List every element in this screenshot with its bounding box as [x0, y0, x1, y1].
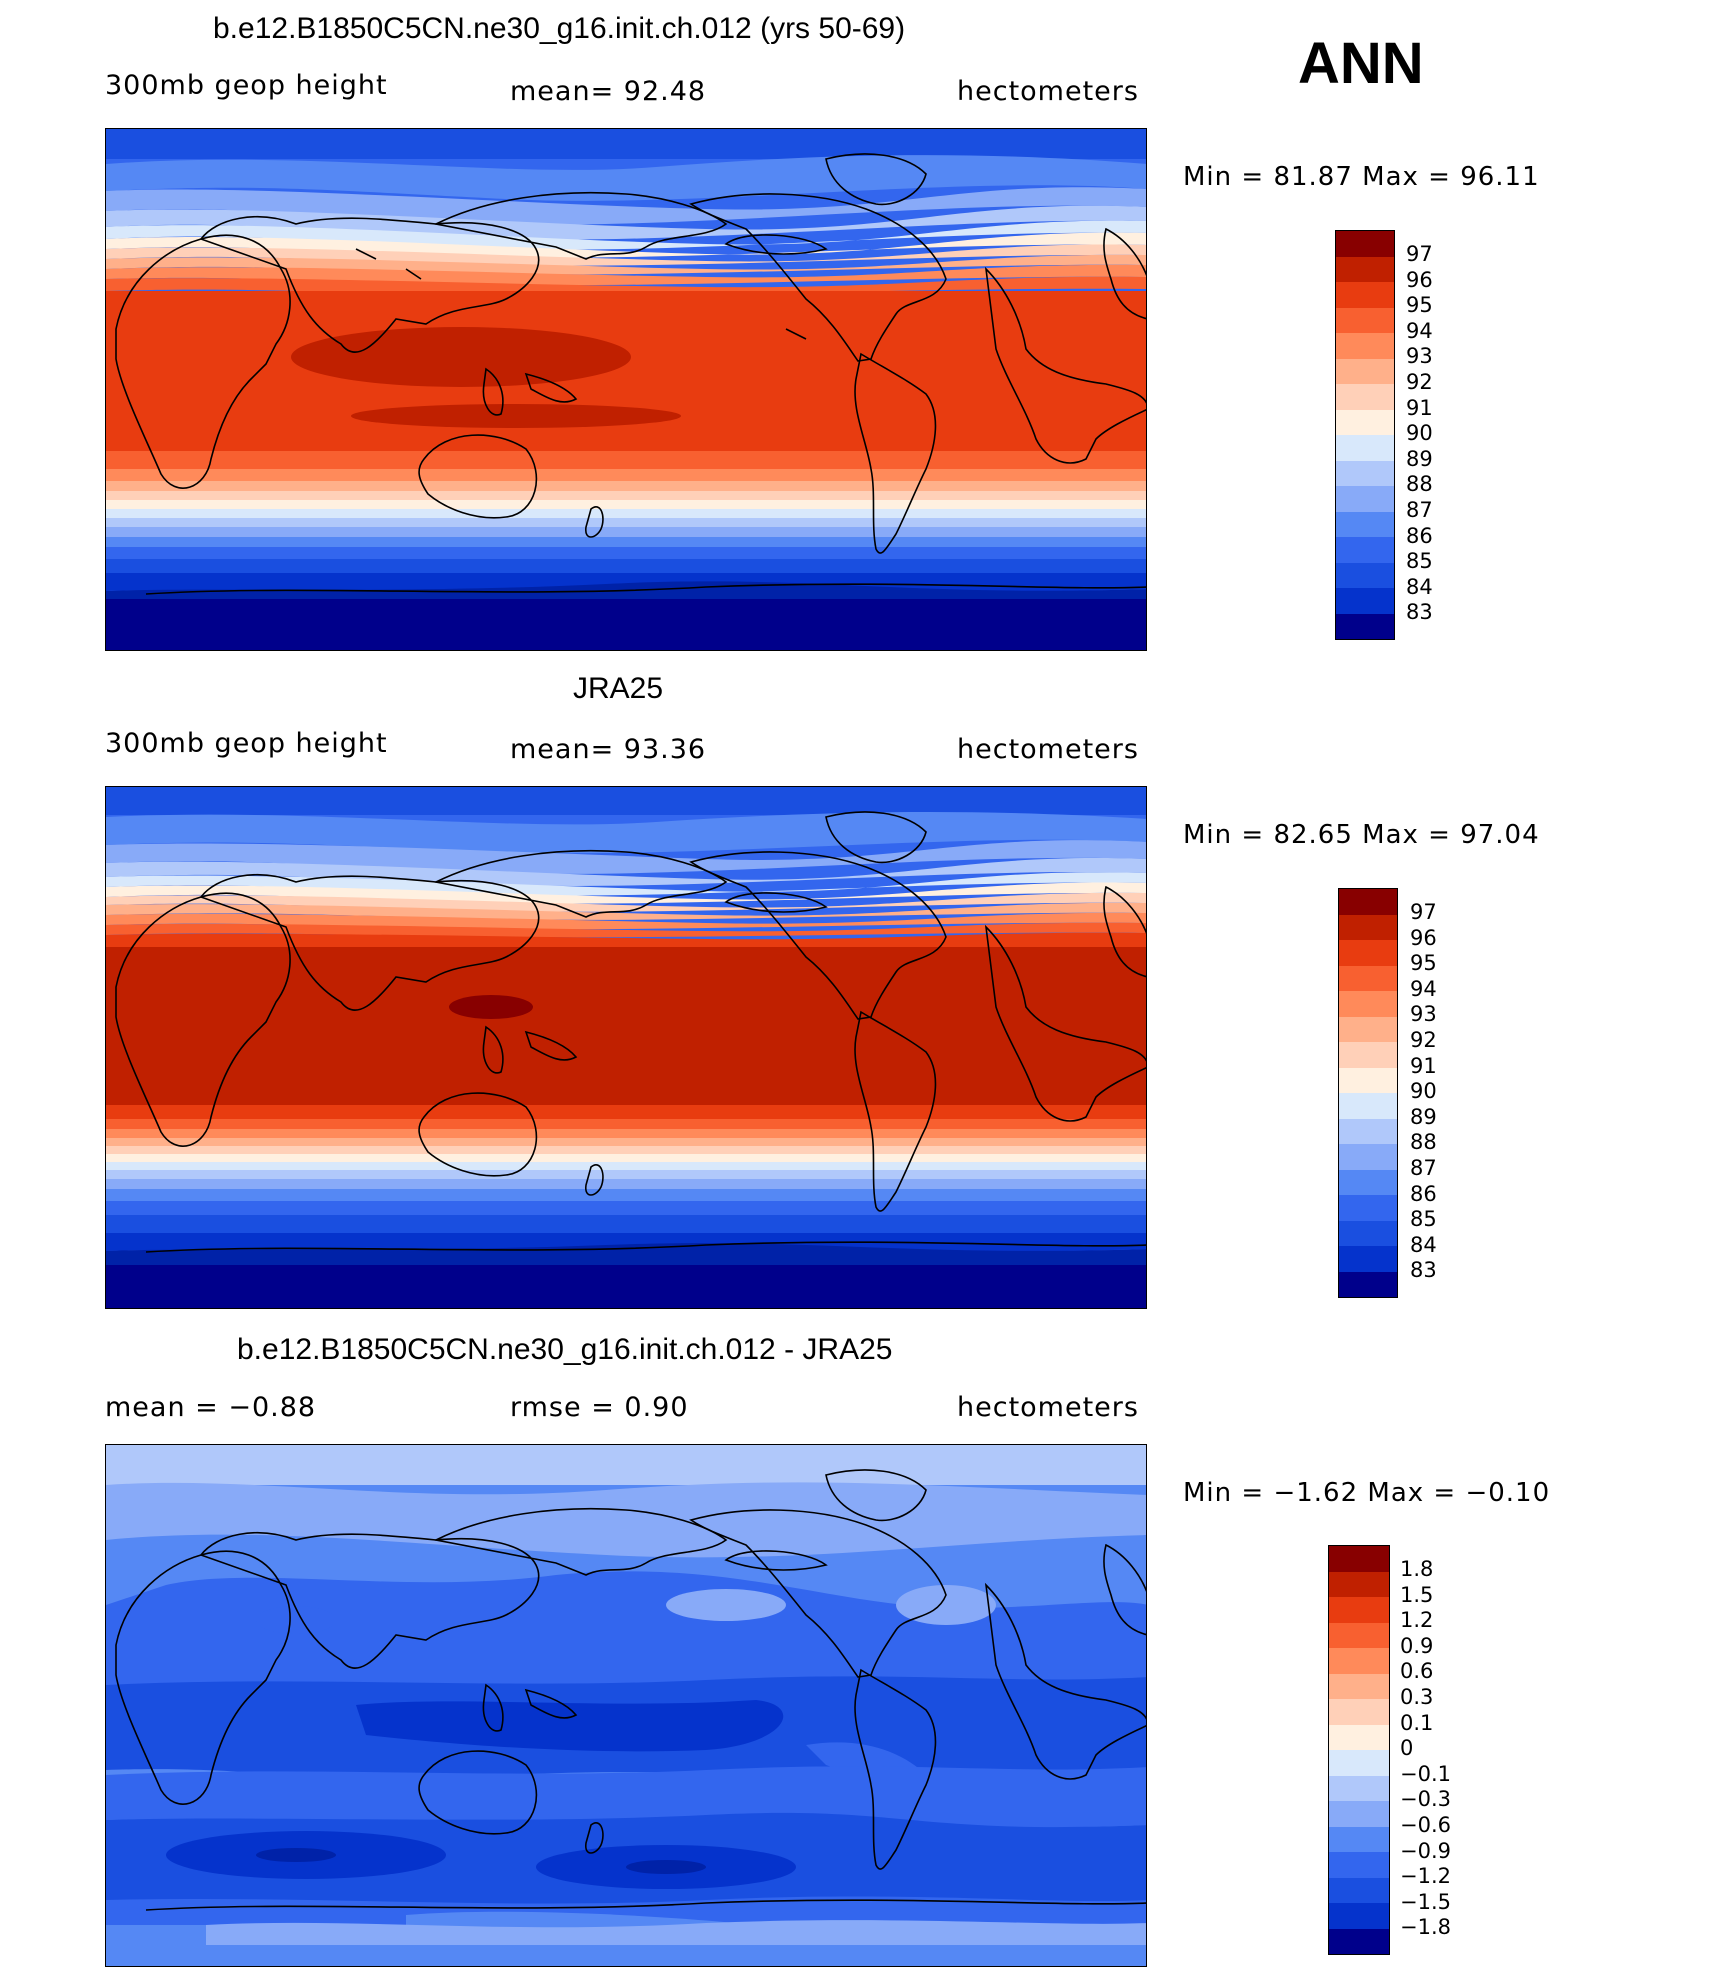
colorbar	[1328, 1545, 1390, 1955]
colorbar-tick-label: −0.6	[1400, 1812, 1451, 1837]
colorbar-tick-label: 83	[1410, 1258, 1437, 1283]
colorbar-tick-label: 87	[1410, 1155, 1437, 1180]
colorbar-tick-label: 0.6	[1400, 1659, 1434, 1684]
colorbar-tick-label: 92	[1406, 369, 1433, 394]
colorbar-labels: 97 96 95 94 93 92 91 90 89 88 87 86 85 8…	[1406, 242, 1433, 626]
minmax-label: Min = 81.87 Max = 96.11	[1183, 162, 1540, 192]
mean-label: mean= 92.48	[510, 76, 707, 107]
colorbar-tick-label: −1.8	[1400, 1915, 1451, 1940]
colorbar-tick-label: 93	[1406, 344, 1433, 369]
panel-title: JRA25	[573, 672, 664, 705]
colorbar-tick-label: 90	[1410, 1079, 1437, 1104]
colorbar	[1338, 888, 1398, 1298]
mean-label: mean= 93.36	[510, 734, 707, 765]
units-label: hectometers	[957, 1392, 1139, 1423]
minmax-label: Min = −1.62 Max = −0.10	[1183, 1478, 1551, 1508]
colorbar-tick-label: −0.3	[1400, 1787, 1451, 1812]
colorbar-tick-label: 94	[1410, 976, 1437, 1001]
map-model	[105, 128, 1147, 651]
colorbar-tick-label: 88	[1410, 1130, 1437, 1155]
panel-title: b.e12.B1850C5CN.ne30_g16.init.ch.012 - J…	[237, 1333, 893, 1366]
colorbar-labels: 97 96 95 94 93 92 91 90 89 88 87 86 85 8…	[1410, 900, 1437, 1284]
variable-label: 300mb geop height	[105, 70, 388, 101]
colorbar-tick-label: −1.5	[1400, 1889, 1451, 1914]
colorbar-tick-label: −1.2	[1400, 1864, 1451, 1889]
colorbar-tick-label: 97	[1406, 242, 1433, 266]
rmse-label: rmse = 0.90	[510, 1392, 689, 1423]
colorbar-tick-label: 96	[1410, 925, 1437, 950]
colorbar-tick-label: 1.5	[1400, 1582, 1434, 1607]
colorbar-tick-label: 97	[1410, 900, 1437, 924]
panel-title: b.e12.B1850C5CN.ne30_g16.init.ch.012 (yr…	[213, 12, 906, 45]
colorbar-tick-label: 88	[1406, 472, 1433, 497]
colorbar-labels: 1.8 1.5 1.2 0.9 0.6 0.3 0.1 0 −0.1 −0.3 …	[1400, 1557, 1451, 1941]
colorbar-tick-label: 96	[1406, 267, 1433, 292]
mean-label: mean = −0.88	[105, 1392, 317, 1423]
colorbar-tick-label: 0	[1400, 1736, 1414, 1761]
colorbar-tick-label: 84	[1406, 574, 1433, 599]
colorbar-tick-label: 86	[1406, 523, 1433, 548]
map-difference	[105, 1444, 1147, 1967]
colorbar-tick-label: 86	[1410, 1181, 1437, 1206]
colorbar-tick-label: 87	[1406, 497, 1433, 522]
units-label: hectometers	[957, 734, 1139, 765]
colorbar-tick-label: 89	[1406, 446, 1433, 471]
colorbar-tick-label: −0.1	[1400, 1761, 1451, 1786]
colorbar-tick-label: 91	[1410, 1053, 1437, 1078]
colorbar-tick-label: 95	[1406, 293, 1433, 318]
minmax-label: Min = 82.65 Max = 97.04	[1183, 820, 1540, 850]
colorbar-tick-label: 85	[1410, 1207, 1437, 1232]
colorbar-tick-label: 92	[1410, 1027, 1437, 1052]
colorbar-tick-label: 89	[1410, 1104, 1437, 1129]
colorbar-tick-label: 95	[1410, 951, 1437, 976]
units-label: hectometers	[957, 76, 1139, 107]
season-label: ANN	[1298, 31, 1424, 96]
colorbar-tick-label: 85	[1406, 549, 1433, 574]
colorbar-tick-label: 0.9	[1400, 1633, 1434, 1658]
colorbar-tick-label: 84	[1410, 1232, 1437, 1257]
colorbar-tick-label: 91	[1406, 395, 1433, 420]
variable-label: 300mb geop height	[105, 728, 388, 759]
colorbar-tick-label: 0.1	[1400, 1710, 1434, 1735]
colorbar-tick-label: 93	[1410, 1002, 1437, 1027]
colorbar-tick-label: 0.3	[1400, 1684, 1434, 1709]
colorbar	[1335, 230, 1395, 640]
colorbar-tick-label: −0.9	[1400, 1838, 1451, 1863]
map-observations	[105, 786, 1147, 1309]
colorbar-tick-label: 94	[1406, 318, 1433, 343]
colorbar-tick-label: 1.8	[1400, 1557, 1434, 1581]
colorbar-tick-label: 1.2	[1400, 1608, 1434, 1633]
colorbar-tick-label: 90	[1406, 421, 1433, 446]
colorbar-tick-label: 83	[1406, 600, 1433, 625]
